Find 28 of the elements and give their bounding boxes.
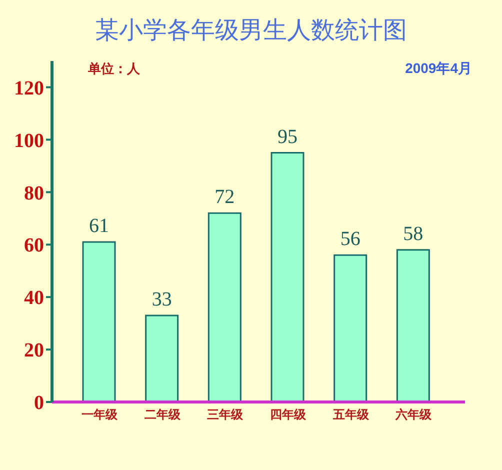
y-tick-label: 0	[34, 392, 44, 414]
x-tick-label: 四年级	[270, 408, 307, 422]
bar	[396, 249, 430, 402]
x-tick-label: 六年级	[394, 408, 433, 422]
data-label: 56	[340, 228, 360, 250]
bar	[270, 152, 304, 402]
annotation: 2009年4月	[405, 60, 472, 78]
data-label: 61	[89, 214, 109, 237]
chart-title: 某小学各年级男生人数统计图	[94, 15, 408, 46]
x-tick-label: 一年级	[81, 408, 118, 422]
data-label: 95	[278, 126, 298, 148]
data-label: 72	[214, 186, 235, 208]
annotation: 单位：人	[88, 61, 140, 78]
y-tick-label: 40	[24, 287, 44, 310]
x-tick-label: 五年级	[332, 408, 370, 422]
y-tick-label: 100	[14, 130, 44, 152]
data-label: 33	[152, 288, 172, 310]
x-tick-label: 三年级	[207, 408, 244, 422]
y-tick-label: 20	[24, 340, 44, 362]
bar	[82, 241, 116, 402]
y-tick-label: 60	[24, 234, 44, 257]
data-label: 58	[403, 222, 424, 245]
y-tick-label: 120	[14, 77, 44, 100]
y-tick-label: 80	[24, 182, 44, 204]
bar	[145, 314, 179, 402]
bar	[208, 212, 242, 402]
bar	[334, 254, 368, 402]
x-tick-label: 二年级	[144, 408, 182, 422]
